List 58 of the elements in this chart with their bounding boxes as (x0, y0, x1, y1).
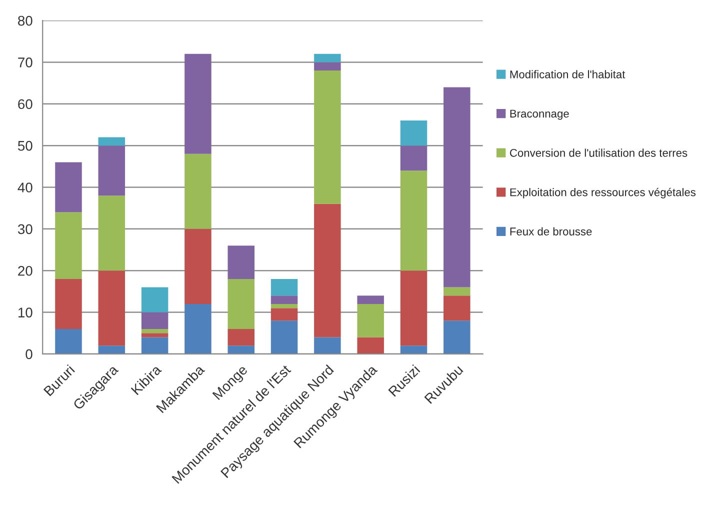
y-tick-label: 40 (18, 182, 32, 192)
bar (314, 70, 341, 204)
bar (400, 146, 428, 171)
bar (141, 312, 168, 329)
bar (270, 320, 298, 354)
bar (400, 170, 428, 271)
bar (400, 120, 428, 146)
y-tick-label: 60 (18, 99, 32, 110)
bar (228, 278, 254, 329)
legend-label: Feux de brousse (510, 227, 592, 236)
bar (444, 287, 470, 296)
bar (55, 212, 82, 279)
bar (400, 346, 428, 354)
bar (184, 154, 212, 229)
bar (270, 278, 298, 296)
y-tick-label: 0 (26, 349, 32, 360)
bar (228, 346, 254, 354)
bar (141, 328, 168, 334)
bar (270, 296, 298, 304)
bar (141, 337, 168, 354)
legend-label: Braconnage (510, 110, 569, 120)
bar (444, 320, 470, 354)
y-tick-label: 10 (18, 308, 32, 318)
bar (357, 337, 384, 354)
bar (184, 54, 212, 154)
bar (184, 228, 212, 304)
y-tick-label: 80 (18, 16, 32, 26)
bar (98, 196, 126, 271)
bar (55, 328, 82, 354)
bar (444, 87, 470, 288)
bar (98, 137, 126, 146)
bar (357, 296, 384, 304)
bar (55, 162, 82, 212)
y-tick-label: 20 (18, 266, 32, 276)
legend-label: Exploitation des ressources végétales (510, 188, 696, 198)
bar (400, 270, 428, 346)
bar (98, 146, 126, 196)
bar (228, 328, 254, 346)
bar (444, 296, 470, 321)
bar (314, 204, 341, 338)
bar (141, 287, 168, 312)
bar (314, 337, 341, 354)
bar (314, 62, 341, 71)
bar (98, 346, 126, 354)
bar (228, 246, 254, 279)
bar (314, 54, 341, 62)
y-tick-label: 70 (18, 58, 32, 68)
y-tick-label: 50 (18, 140, 32, 151)
legend-label: Modification de l'habitat (510, 70, 626, 78)
bar (184, 304, 212, 354)
bar (141, 333, 168, 338)
y-tick-label: 30 (18, 224, 32, 234)
bar (98, 270, 126, 346)
bar (357, 304, 384, 338)
bar (270, 304, 298, 308)
legend-label: Conversion de l'utilisation des terres (510, 148, 688, 157)
bar (270, 308, 298, 321)
bar (55, 278, 82, 329)
